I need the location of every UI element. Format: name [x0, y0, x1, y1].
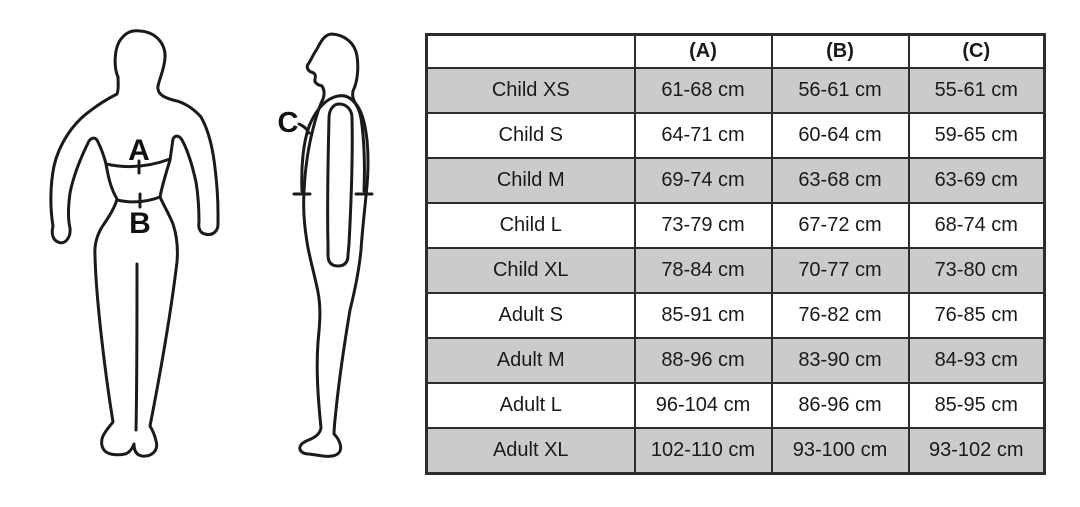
front-inner-leg-line: [134, 262, 139, 432]
measurement-b-cell: 60-64 cm: [770, 112, 910, 159]
size-cell: Adult M: [425, 337, 636, 384]
measurement-a-cell: 88-96 cm: [633, 337, 773, 384]
measurement-c-cell: 59-65 cm: [907, 112, 1046, 159]
size-cell: Adult L: [425, 382, 636, 429]
measurement-b-cell: 56-61 cm: [770, 67, 910, 114]
size-cell: Child M: [425, 157, 636, 204]
front-body-outline: [49, 29, 220, 458]
measurement-label-c: C: [278, 107, 299, 139]
measurement-a-cell: 69-74 cm: [633, 157, 773, 204]
side-body-diagram: C: [278, 32, 374, 458]
size-cell: Adult XL: [425, 427, 636, 475]
size-cell: Child S: [425, 112, 636, 159]
measurement-a-cell: 78-84 cm: [633, 247, 773, 294]
header-cell-c: (C): [907, 33, 1046, 69]
measurement-a-cell: 85-91 cm: [633, 292, 773, 339]
size-cell: Child XS: [425, 67, 636, 114]
measurement-a-cell: 64-71 cm: [633, 112, 773, 159]
measurement-a-cell: 96-104 cm: [633, 382, 773, 429]
header-cell-size: [425, 33, 636, 69]
table-row: Adult L 96-104 cm 86-96 cm 85-95 cm: [425, 382, 1046, 429]
measurement-b-cell: 70-77 cm: [770, 247, 910, 294]
table-row: Adult XL 102-110 cm 93-100 cm 93-102 cm: [425, 427, 1046, 475]
size-cell: Adult S: [425, 292, 636, 339]
measurement-a-cell: 61-68 cm: [633, 67, 773, 114]
measurement-a-cell: 73-79 cm: [633, 202, 773, 249]
table-row: Child L 73-79 cm 67-72 cm 68-74 cm: [425, 202, 1046, 249]
torso-strap-line: [300, 94, 366, 193]
measurement-a-cell: 102-110 cm: [633, 427, 773, 475]
measurement-c-cell: 63-69 cm: [907, 157, 1046, 204]
measurement-c-cell: 84-93 cm: [907, 337, 1046, 384]
measurement-b-cell: 86-96 cm: [770, 382, 910, 429]
size-cell: Child L: [425, 202, 636, 249]
measurement-b-cell: 83-90 cm: [770, 337, 910, 384]
measurement-c-cell: 76-85 cm: [907, 292, 1046, 339]
label-c-pointer-line: [297, 122, 311, 135]
side-arm-outline: [326, 102, 354, 268]
measurement-b-cell: 67-72 cm: [770, 202, 910, 249]
table-row: Child XS 61-68 cm 56-61 cm 55-61 cm: [425, 67, 1046, 114]
measurement-b-cell: 76-82 cm: [770, 292, 910, 339]
size-cell: Child XL: [425, 247, 636, 294]
table-row: Child XL 78-84 cm 70-77 cm 73-80 cm: [425, 247, 1046, 294]
measurement-c-cell: 93-102 cm: [907, 427, 1046, 475]
measurement-label-b: B: [129, 207, 151, 240]
table-header-row: (A) (B) (C): [425, 33, 1046, 69]
table-row: Adult M 88-96 cm 83-90 cm 84-93 cm: [425, 337, 1046, 384]
header-cell-b: (B): [770, 33, 910, 69]
measurement-c-cell: 68-74 cm: [907, 202, 1046, 249]
header-cell-a: (A): [633, 33, 773, 69]
measurement-c-cell: 73-80 cm: [907, 247, 1046, 294]
measurement-c-cell: 85-95 cm: [907, 382, 1046, 429]
measurement-c-cell: 55-61 cm: [907, 67, 1046, 114]
size-chart-table: (A) (B) (C) Child XS 61-68 cm 56-61 cm 5…: [425, 33, 1046, 475]
table-row: Child S 64-71 cm 60-64 cm 59-65 cm: [425, 112, 1046, 159]
front-body-diagram: A B: [49, 29, 220, 458]
table-row: Adult S 85-91 cm 76-82 cm 76-85 cm: [425, 292, 1046, 339]
measurement-b-cell: 63-68 cm: [770, 157, 910, 204]
table-row: Child M 69-74 cm 63-68 cm 63-69 cm: [425, 157, 1046, 204]
measurement-b-cell: 93-100 cm: [770, 427, 910, 475]
measurement-label-a: A: [128, 134, 150, 167]
